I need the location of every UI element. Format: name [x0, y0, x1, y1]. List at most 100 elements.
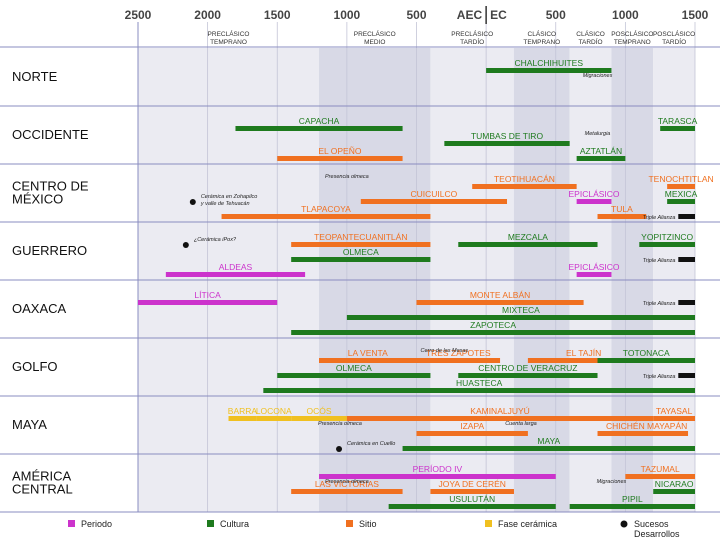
- timeline-bar: [639, 242, 695, 247]
- timeline-bar: [416, 300, 584, 305]
- timeline-bar-label: PERÍODO IV: [413, 464, 463, 474]
- event-marker: [189, 199, 196, 205]
- timeline-bar: [653, 416, 695, 421]
- timeline-bar-label: MIXTECA: [502, 305, 540, 315]
- timeline-bar-label: MEXICA: [665, 189, 698, 199]
- timeline-bar-label: OCÓS: [307, 406, 332, 416]
- event-label: Triple Alianza: [643, 215, 676, 221]
- timeline-bar-label: CHICHÉN: [606, 421, 645, 431]
- event-label: Cerámica en Cuello: [347, 441, 395, 447]
- region-label: OCCIDENTE: [12, 127, 89, 142]
- legend-swatch: [207, 520, 214, 527]
- event-marker: [678, 373, 695, 378]
- timeline-bar-label: MAYAPÁN: [647, 421, 687, 431]
- timeline-bar: [646, 431, 689, 436]
- event-marker: [678, 257, 695, 262]
- note-label: Metalurgia: [585, 131, 611, 137]
- timeline-bar-label: MAYA: [537, 436, 560, 446]
- timeline-bar: [228, 416, 257, 421]
- timeline-bar: [346, 416, 654, 421]
- period-header: CLÁSICO TEMPRANO: [523, 29, 560, 46]
- event-marker: [182, 242, 189, 248]
- region-label: GUERRERO: [12, 243, 87, 258]
- period-header: PRECLÁSICO TARDÍO: [451, 29, 493, 46]
- note-label: Migraciones: [597, 479, 627, 485]
- timeline-bar-label: OLMECA: [343, 247, 379, 257]
- period-header: POSCLÁSICO TARDÍO: [653, 29, 695, 46]
- timeline-bar-label: OLMECA: [336, 363, 372, 373]
- legend-swatch: [620, 520, 628, 528]
- event-label: Triple Alianza: [643, 301, 676, 307]
- timeline-bar: [569, 504, 695, 509]
- timeline-bar: [458, 373, 598, 378]
- event-label: Cerámica en Zohapilco y valle de Tehuacán: [200, 194, 258, 207]
- region-label: GOLFO: [12, 359, 58, 374]
- timeline-bar-label: TUMBAS DE TIRO: [471, 131, 543, 141]
- timeline-bar: [277, 156, 403, 161]
- timeline-bar-label: NICARAO: [655, 479, 694, 489]
- timeline-bar-label: CENTRO DE VERACRUZ: [478, 363, 577, 373]
- note-label: Cuenta larga: [505, 421, 537, 427]
- timeline-bar: [388, 504, 556, 509]
- event-label: Triple Alianza: [643, 258, 676, 264]
- timeline-bar: [319, 358, 417, 363]
- timeline-bar: [138, 300, 278, 305]
- region-label: NORTE: [12, 69, 58, 84]
- event-marker: [336, 446, 343, 452]
- legend-label: Sucesos Desarrollos: [634, 519, 680, 539]
- region-label: OAXACA: [12, 301, 67, 316]
- event-marker: [678, 214, 695, 219]
- timeline-bar-label: LOCONA: [256, 406, 292, 416]
- axis-tick-label: 1000: [334, 8, 361, 22]
- timeline-bar: [291, 242, 431, 247]
- timeline-bar: [486, 68, 612, 73]
- note-label: Cerro de las Mesas: [421, 348, 469, 354]
- timeline-bar-label: LA VENTA: [348, 348, 388, 358]
- timeline-bar: [667, 199, 695, 204]
- period-header: CLÁSICO TARDÍO: [576, 29, 605, 46]
- timeline-bar: [291, 489, 403, 494]
- timeline-bar-label: LAS VICTORIAS: [315, 479, 379, 489]
- timeline-bar-label: TLAPACOYA: [301, 204, 351, 214]
- legend-swatch: [68, 520, 75, 527]
- timeline-bar: [165, 272, 306, 277]
- timeline-bar-label: TAZUMAL: [641, 464, 680, 474]
- timeline-bar: [444, 141, 570, 146]
- timeline-bar-label: CUICUILCO: [411, 189, 458, 199]
- timeline-bar-label: EPICLÁSICO: [569, 262, 620, 272]
- timeline-bar-label: TEOPANTECUANITLÁN: [314, 232, 407, 242]
- timeline-bar-label: TEOTIHUACÁN: [494, 174, 555, 184]
- timeline-bar-label: TARASCA: [658, 116, 698, 126]
- region-label: CENTRO DE MÉXICO: [12, 179, 89, 207]
- period-header: POSCLÁSICO TEMPRANO: [611, 29, 653, 46]
- timeline-bar-label: TRES ZAPOTES: [426, 348, 491, 358]
- timeline-bar: [576, 272, 612, 277]
- timeline-bar: [527, 358, 640, 363]
- timeline-bar: [576, 199, 612, 204]
- axis-tick-label: 2500: [125, 8, 152, 22]
- timeline-bar-label: TENOCHTITLAN: [648, 174, 713, 184]
- timeline-bar: [221, 214, 431, 219]
- timeline-bar: [430, 489, 514, 494]
- event-label: Triple Alianza: [643, 374, 676, 380]
- region-label: AMÉRICA CENTRAL: [12, 469, 73, 497]
- legend-swatch: [485, 520, 492, 527]
- region-label: MAYA: [12, 417, 47, 432]
- timeline-bar: [277, 373, 431, 378]
- event-marker: [678, 300, 695, 305]
- timeline-bar: [346, 315, 695, 320]
- timeline-bar: [291, 416, 347, 421]
- legend-label: Periodo: [81, 519, 112, 529]
- timeline-bar-label: JOYA DE CERÉN: [439, 479, 506, 489]
- timeline-bar-label: MONTE ALBÁN: [470, 290, 530, 300]
- timeline-bar-label: YOPITZINCO: [641, 232, 693, 242]
- timeline-bar: [597, 358, 695, 363]
- timeline-bar: [416, 358, 501, 363]
- timeline-bar: [576, 156, 626, 161]
- period-header: PRECLÁSICO TEMPRANO: [208, 29, 250, 46]
- timeline-bar: [660, 126, 695, 131]
- timeline-bar-label: LÍTICA: [194, 290, 221, 300]
- note-label: Presencia olmeca: [325, 479, 369, 485]
- timeline-bar: [235, 126, 403, 131]
- timeline-bar-label: AZTATLÁN: [580, 146, 622, 156]
